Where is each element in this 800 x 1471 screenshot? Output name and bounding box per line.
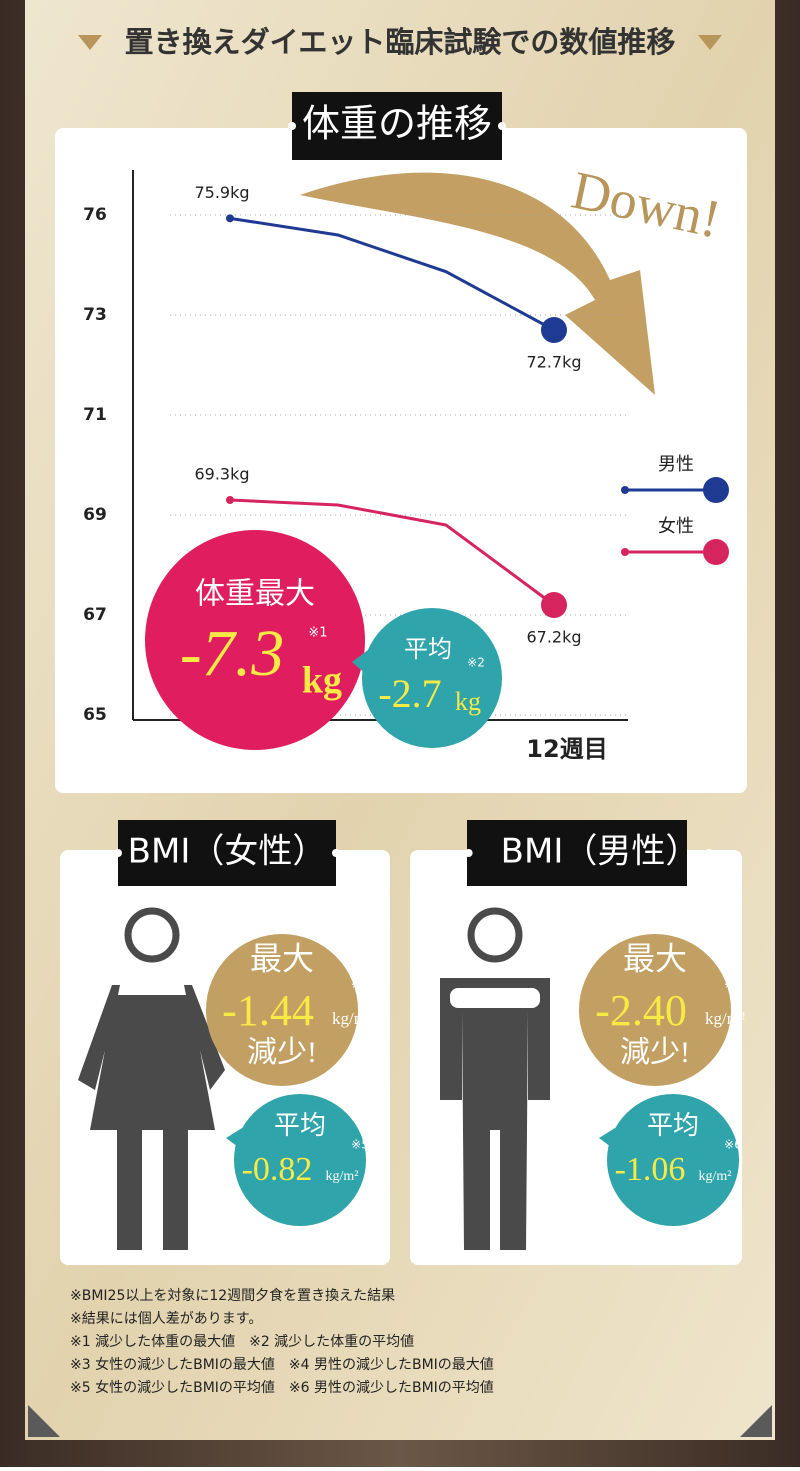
- dot: [332, 849, 340, 857]
- bmi-max-badge: [579, 934, 731, 1086]
- man-figure: [440, 907, 550, 1250]
- badge-value: -2.7: [378, 671, 441, 716]
- dot: [288, 122, 296, 130]
- note: ※1 減少した体重の最大値 ※2 減少した体重の平均値: [70, 1333, 414, 1350]
- bmi-max-unit: kg/m²: [332, 1009, 372, 1028]
- y-tick-label: 69: [83, 505, 107, 525]
- bmi-label-box: [467, 820, 687, 886]
- dot: [705, 849, 713, 857]
- bmi-avg-value: -1.06: [615, 1151, 686, 1188]
- avg-badge: [362, 608, 502, 748]
- value-label: 67.2kg: [526, 628, 581, 647]
- y-tick-label: 71: [83, 405, 107, 425]
- bmi-avg-badge: [234, 1094, 366, 1226]
- triangle: [698, 35, 722, 50]
- dot: [114, 849, 122, 857]
- legend-dot: [621, 548, 629, 556]
- badge-unit: kg: [455, 687, 481, 716]
- badge-note: ※1: [308, 626, 327, 641]
- bmi-max-label: 最大: [623, 940, 687, 976]
- note: ※5 女性の減少したBMIの平均値 ※6 男性の減少したBMIの平均値: [70, 1379, 494, 1396]
- header-title: 置き換えダイエット臨床試験での数値推移: [125, 25, 676, 59]
- legend-dot: [703, 539, 729, 565]
- bmi-label-box: [118, 820, 336, 886]
- triangle: [78, 35, 102, 50]
- bmi-avg-label: 平均: [274, 1111, 326, 1140]
- max-badge: [145, 530, 365, 750]
- legend-dot: [621, 486, 629, 494]
- badge-note: ※2: [467, 656, 485, 670]
- point: [226, 496, 234, 504]
- bmi-title: BMI（男性）: [501, 832, 700, 872]
- bmi-title: BMI（女性）: [128, 832, 327, 872]
- down-arrow: [300, 172, 655, 395]
- dot: [498, 122, 506, 130]
- legend-dot: [703, 477, 729, 503]
- value-label: 72.7kg: [526, 353, 581, 372]
- bmi-avg-note: ※6: [724, 1138, 742, 1152]
- series-line: [229, 498, 555, 607]
- note: ※3 女性の減少したBMIの最大値 ※4 男性の減少したBMIの最大値: [70, 1356, 494, 1373]
- chart-label-box: [292, 92, 502, 160]
- point: [541, 317, 567, 343]
- bmi-max-value: -1.44: [222, 986, 314, 1035]
- bmi-max-note: ※3: [351, 978, 369, 992]
- y-tick-label: 73: [83, 305, 107, 325]
- dot: [464, 849, 473, 857]
- woman-figure: [78, 907, 225, 1250]
- y-tick-label: 76: [83, 205, 107, 225]
- badge-unit: kg: [302, 660, 342, 702]
- bmi-avg-unit: kg/m²: [326, 1169, 359, 1184]
- bmi-max-label: 最大: [250, 940, 314, 976]
- bmi-max-note: ※4: [724, 978, 742, 992]
- bmi-avg-note: ※5: [351, 1138, 369, 1152]
- x-tick-label: 12週目: [526, 735, 607, 763]
- note: ※BMI25以上を対象に12週間夕食を置き換えた結果: [70, 1287, 395, 1304]
- bmi-max-badge: [206, 934, 358, 1086]
- series-line: [229, 216, 555, 332]
- note: ※結果には個人差があります。: [70, 1311, 262, 1327]
- corner: [740, 1405, 772, 1437]
- bmi-avg-unit: kg/m²: [699, 1169, 732, 1184]
- point: [226, 214, 234, 223]
- corner: [28, 1405, 60, 1437]
- badge-label: 体重最大: [195, 577, 315, 612]
- value-label: 69.3kg: [194, 465, 249, 484]
- bmi-avg-value: -0.82: [242, 1151, 313, 1188]
- value-label: 75.9kg: [194, 183, 249, 202]
- legend-label: 女性: [658, 516, 694, 537]
- y-tick-label: 67: [83, 605, 107, 625]
- point: [541, 592, 567, 618]
- badge-label: 平均: [404, 635, 452, 663]
- bmi-max-suffix: 減少!: [620, 1036, 690, 1069]
- legend-label: 男性: [658, 454, 694, 475]
- bmi-avg-badge: [607, 1094, 739, 1226]
- badge-value: -7.3: [180, 617, 284, 690]
- y-tick-label: 65: [83, 705, 107, 725]
- bmi-max-unit: kg/m²: [705, 1009, 745, 1028]
- bmi-max-value: -2.40: [595, 986, 687, 1035]
- bmi-avg-label: 平均: [647, 1111, 699, 1140]
- chart-title: 体重の推移: [302, 102, 492, 146]
- bmi-max-suffix: 減少!: [247, 1036, 317, 1069]
